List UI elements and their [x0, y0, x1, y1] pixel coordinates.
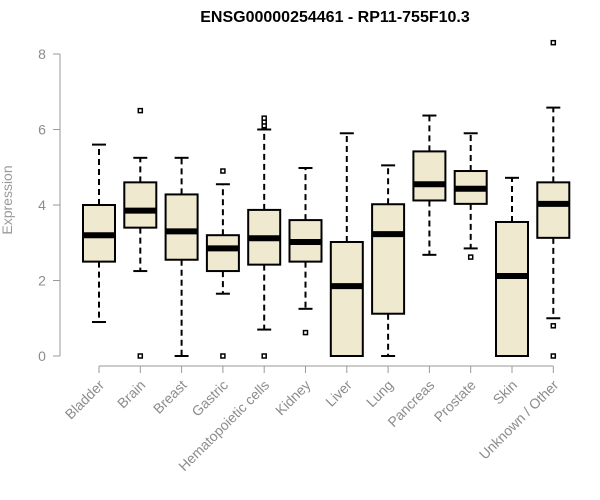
outlier-point [261, 353, 267, 359]
outlier-point [220, 168, 226, 174]
outlier-point [137, 107, 144, 114]
y-tick-label: 6 [38, 122, 46, 138]
box-iqr [536, 181, 571, 239]
box-iqr [329, 240, 364, 357]
outlier-point [550, 39, 557, 46]
y-axis-label: Expression [0, 165, 15, 234]
y-tick-label: 0 [38, 348, 46, 364]
y-axis: 0 2 4 6 8 [38, 46, 61, 364]
outlier-point [550, 323, 557, 329]
box-prostate [453, 132, 488, 260]
outlier-point [302, 329, 309, 336]
outlier-point [261, 115, 267, 121]
outlier-point [467, 254, 474, 260]
box-liver [329, 132, 364, 357]
box-breast [164, 156, 199, 357]
box-skin [495, 176, 529, 357]
y-tick-label: 8 [38, 46, 46, 62]
y-tick-label: 4 [38, 197, 46, 213]
box-lung [371, 164, 406, 357]
x-tick-label: Bladder [62, 377, 108, 423]
box-gastric [205, 168, 240, 359]
box-hematopoietic-cells [247, 115, 282, 359]
box-iqr [205, 234, 240, 273]
box-unknown-other [536, 39, 571, 359]
outlier-point [550, 353, 557, 359]
x-tick-label: Liver [322, 377, 355, 410]
box-kidney [288, 167, 323, 336]
x-tick-label: Breast [150, 377, 190, 417]
x-tick-label: Lung [363, 377, 396, 410]
outlier-point [137, 353, 144, 359]
box-pancreas [412, 114, 447, 256]
box-iqr [495, 220, 529, 357]
chart-title: ENSG00000254461 - RP11-755F10.3 [200, 9, 470, 26]
y-tick-label: 2 [38, 273, 46, 289]
box-bladder [82, 143, 116, 324]
x-tick-label: Brain [114, 377, 148, 411]
box-iqr [123, 181, 158, 229]
x-tick-label: Skin [490, 377, 521, 408]
boxes-group [82, 39, 571, 359]
x-tick-label: Kidney [272, 377, 314, 419]
outlier-point [220, 353, 226, 359]
box-brain [123, 107, 158, 359]
x-tick-label: Prostate [431, 377, 479, 425]
box-iqr [412, 150, 447, 202]
box-iqr [164, 193, 199, 261]
box-iqr [371, 203, 406, 315]
